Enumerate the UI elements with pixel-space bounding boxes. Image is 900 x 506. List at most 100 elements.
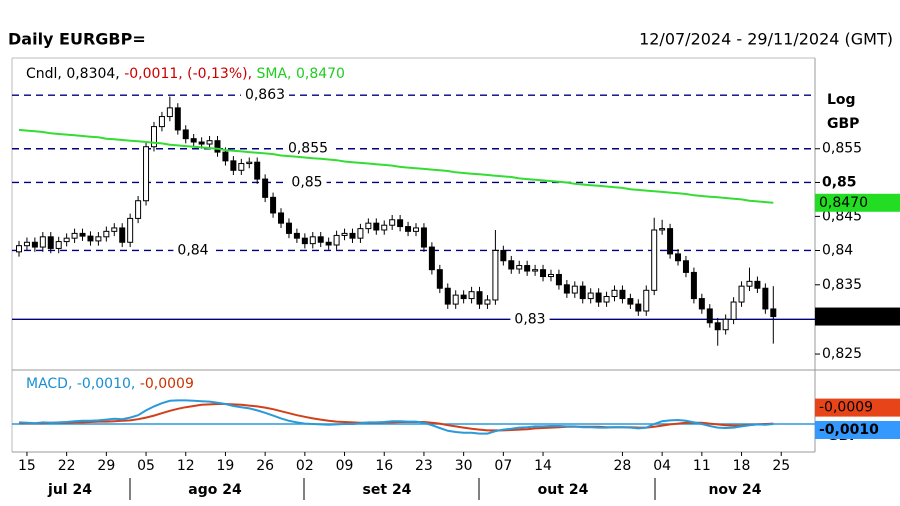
candle-body (524, 265, 531, 272)
candle-body (738, 285, 745, 303)
candle-body (555, 273, 562, 286)
candle-body (492, 249, 499, 301)
level-label: 0,85 (291, 174, 322, 190)
candle-body (762, 287, 769, 310)
legend-entry: SMA, 0,8470 (257, 66, 345, 82)
candle-body (627, 298, 634, 305)
candle-body (452, 294, 459, 305)
x-tick-label: 16 (375, 458, 393, 474)
candle-body (198, 141, 205, 145)
candle-body (635, 303, 642, 312)
candle-body (214, 140, 221, 153)
legend-entry: -0,0011, (-0,13%), (124, 66, 256, 82)
candle-body (714, 322, 721, 331)
candle-body (428, 246, 435, 271)
candle-body (166, 107, 173, 118)
candle-body (39, 236, 46, 248)
candle-body (119, 227, 126, 243)
last-value-label: 0,8304 (819, 309, 873, 325)
candle-body (158, 116, 165, 128)
line-series (18, 399, 774, 435)
last-value-box (815, 193, 900, 212)
level-label: 0,83 (514, 311, 545, 327)
candle-body (563, 284, 570, 294)
candle-body (643, 289, 650, 312)
candle-body (682, 260, 689, 273)
candle-body (476, 291, 483, 305)
candle-body (651, 229, 658, 291)
candle-body (754, 280, 761, 289)
y-tick-label: 0,825 (822, 346, 862, 362)
candle-body (270, 196, 277, 214)
candle-body (381, 224, 388, 231)
level-label: 0,855 (288, 141, 328, 157)
candle-body (206, 140, 213, 145)
last-value-box (815, 421, 900, 439)
legend-entry: Cndl, 0,8304, (26, 66, 124, 82)
month-label: jul 24 (47, 482, 92, 498)
candle-body (357, 228, 364, 239)
x-tick-label: 09 (336, 458, 354, 474)
candle-body (71, 232, 78, 239)
candle-body (285, 222, 292, 234)
candle-body (31, 241, 38, 248)
candle-body (238, 163, 245, 171)
y-tick-label: 0,835 (822, 277, 862, 293)
x-tick-label: 26 (256, 458, 274, 474)
x-tick-label: 25 (772, 458, 790, 474)
candle-body (532, 269, 539, 272)
candle-body (484, 299, 491, 305)
candle-body (659, 228, 666, 231)
candle-body (79, 232, 86, 237)
x-tick-label: 15 (18, 458, 36, 474)
candle-body (365, 222, 372, 230)
candle-body (690, 271, 697, 300)
y-tick-label: 0,855 (822, 141, 862, 157)
candle-body (397, 219, 404, 228)
scale-label: GBP (827, 116, 859, 132)
candle-body (150, 126, 157, 148)
candle-body (611, 289, 618, 298)
candle-body (317, 236, 324, 243)
candle-body (436, 269, 443, 289)
candle-body (349, 232, 356, 239)
candle-body (746, 280, 753, 287)
candle-body (603, 296, 610, 303)
candle-body (127, 217, 134, 243)
candle-body (675, 253, 682, 262)
candle-body (182, 129, 189, 140)
candle-body (500, 249, 507, 262)
candle-body (706, 308, 713, 324)
candle-body (103, 230, 110, 238)
candle-body (698, 298, 705, 310)
candle-body (516, 265, 523, 270)
candle-body (23, 241, 30, 247)
last-value-box (815, 398, 900, 417)
candle-body (389, 219, 396, 226)
candle-body (325, 241, 332, 246)
candle-body (547, 273, 554, 278)
candle-body (301, 237, 308, 245)
candle-body (278, 212, 285, 224)
level-label-bg (173, 242, 213, 259)
legend: Cndl, 0,8304, -0,0011, (-0,13%), SMA, 0,… (26, 66, 345, 82)
x-tick-label: 23 (415, 458, 433, 474)
level-label-bg (287, 174, 327, 191)
candle-body (230, 160, 237, 171)
candle-body (595, 292, 602, 303)
candle-body (587, 292, 594, 300)
x-tick-label: 04 (653, 458, 671, 474)
x-tick-label: 19 (217, 458, 235, 474)
candle-body (405, 226, 412, 232)
candle-body (420, 227, 427, 248)
legend-entry: MACD, -0,0010, (26, 376, 140, 392)
chart-title: Daily EURGBP= (8, 30, 146, 49)
candle-body (770, 308, 777, 318)
month-label: out 24 (538, 482, 589, 498)
candle-body (111, 227, 118, 232)
x-tick-label: 18 (733, 458, 751, 474)
x-tick-label: 05 (137, 458, 155, 474)
